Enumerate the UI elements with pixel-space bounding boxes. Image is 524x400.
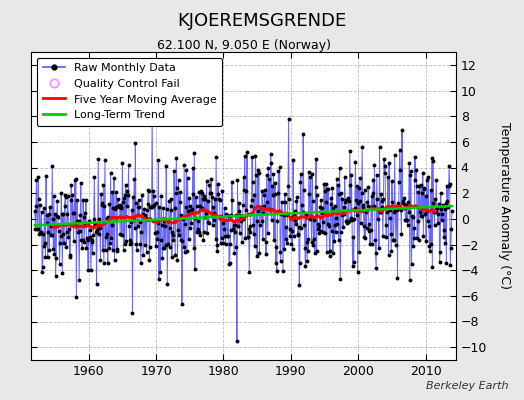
- Text: KJOEREMSGRENDE: KJOEREMSGRENDE: [178, 12, 346, 30]
- Title: 62.100 N, 9.050 E (Norway): 62.100 N, 9.050 E (Norway): [157, 39, 331, 52]
- Legend: Raw Monthly Data, Quality Control Fail, Five Year Moving Average, Long-Term Tren: Raw Monthly Data, Quality Control Fail, …: [37, 58, 222, 126]
- Y-axis label: Temperature Anomaly (°C): Temperature Anomaly (°C): [498, 122, 511, 290]
- Text: Berkeley Earth: Berkeley Earth: [426, 381, 508, 391]
